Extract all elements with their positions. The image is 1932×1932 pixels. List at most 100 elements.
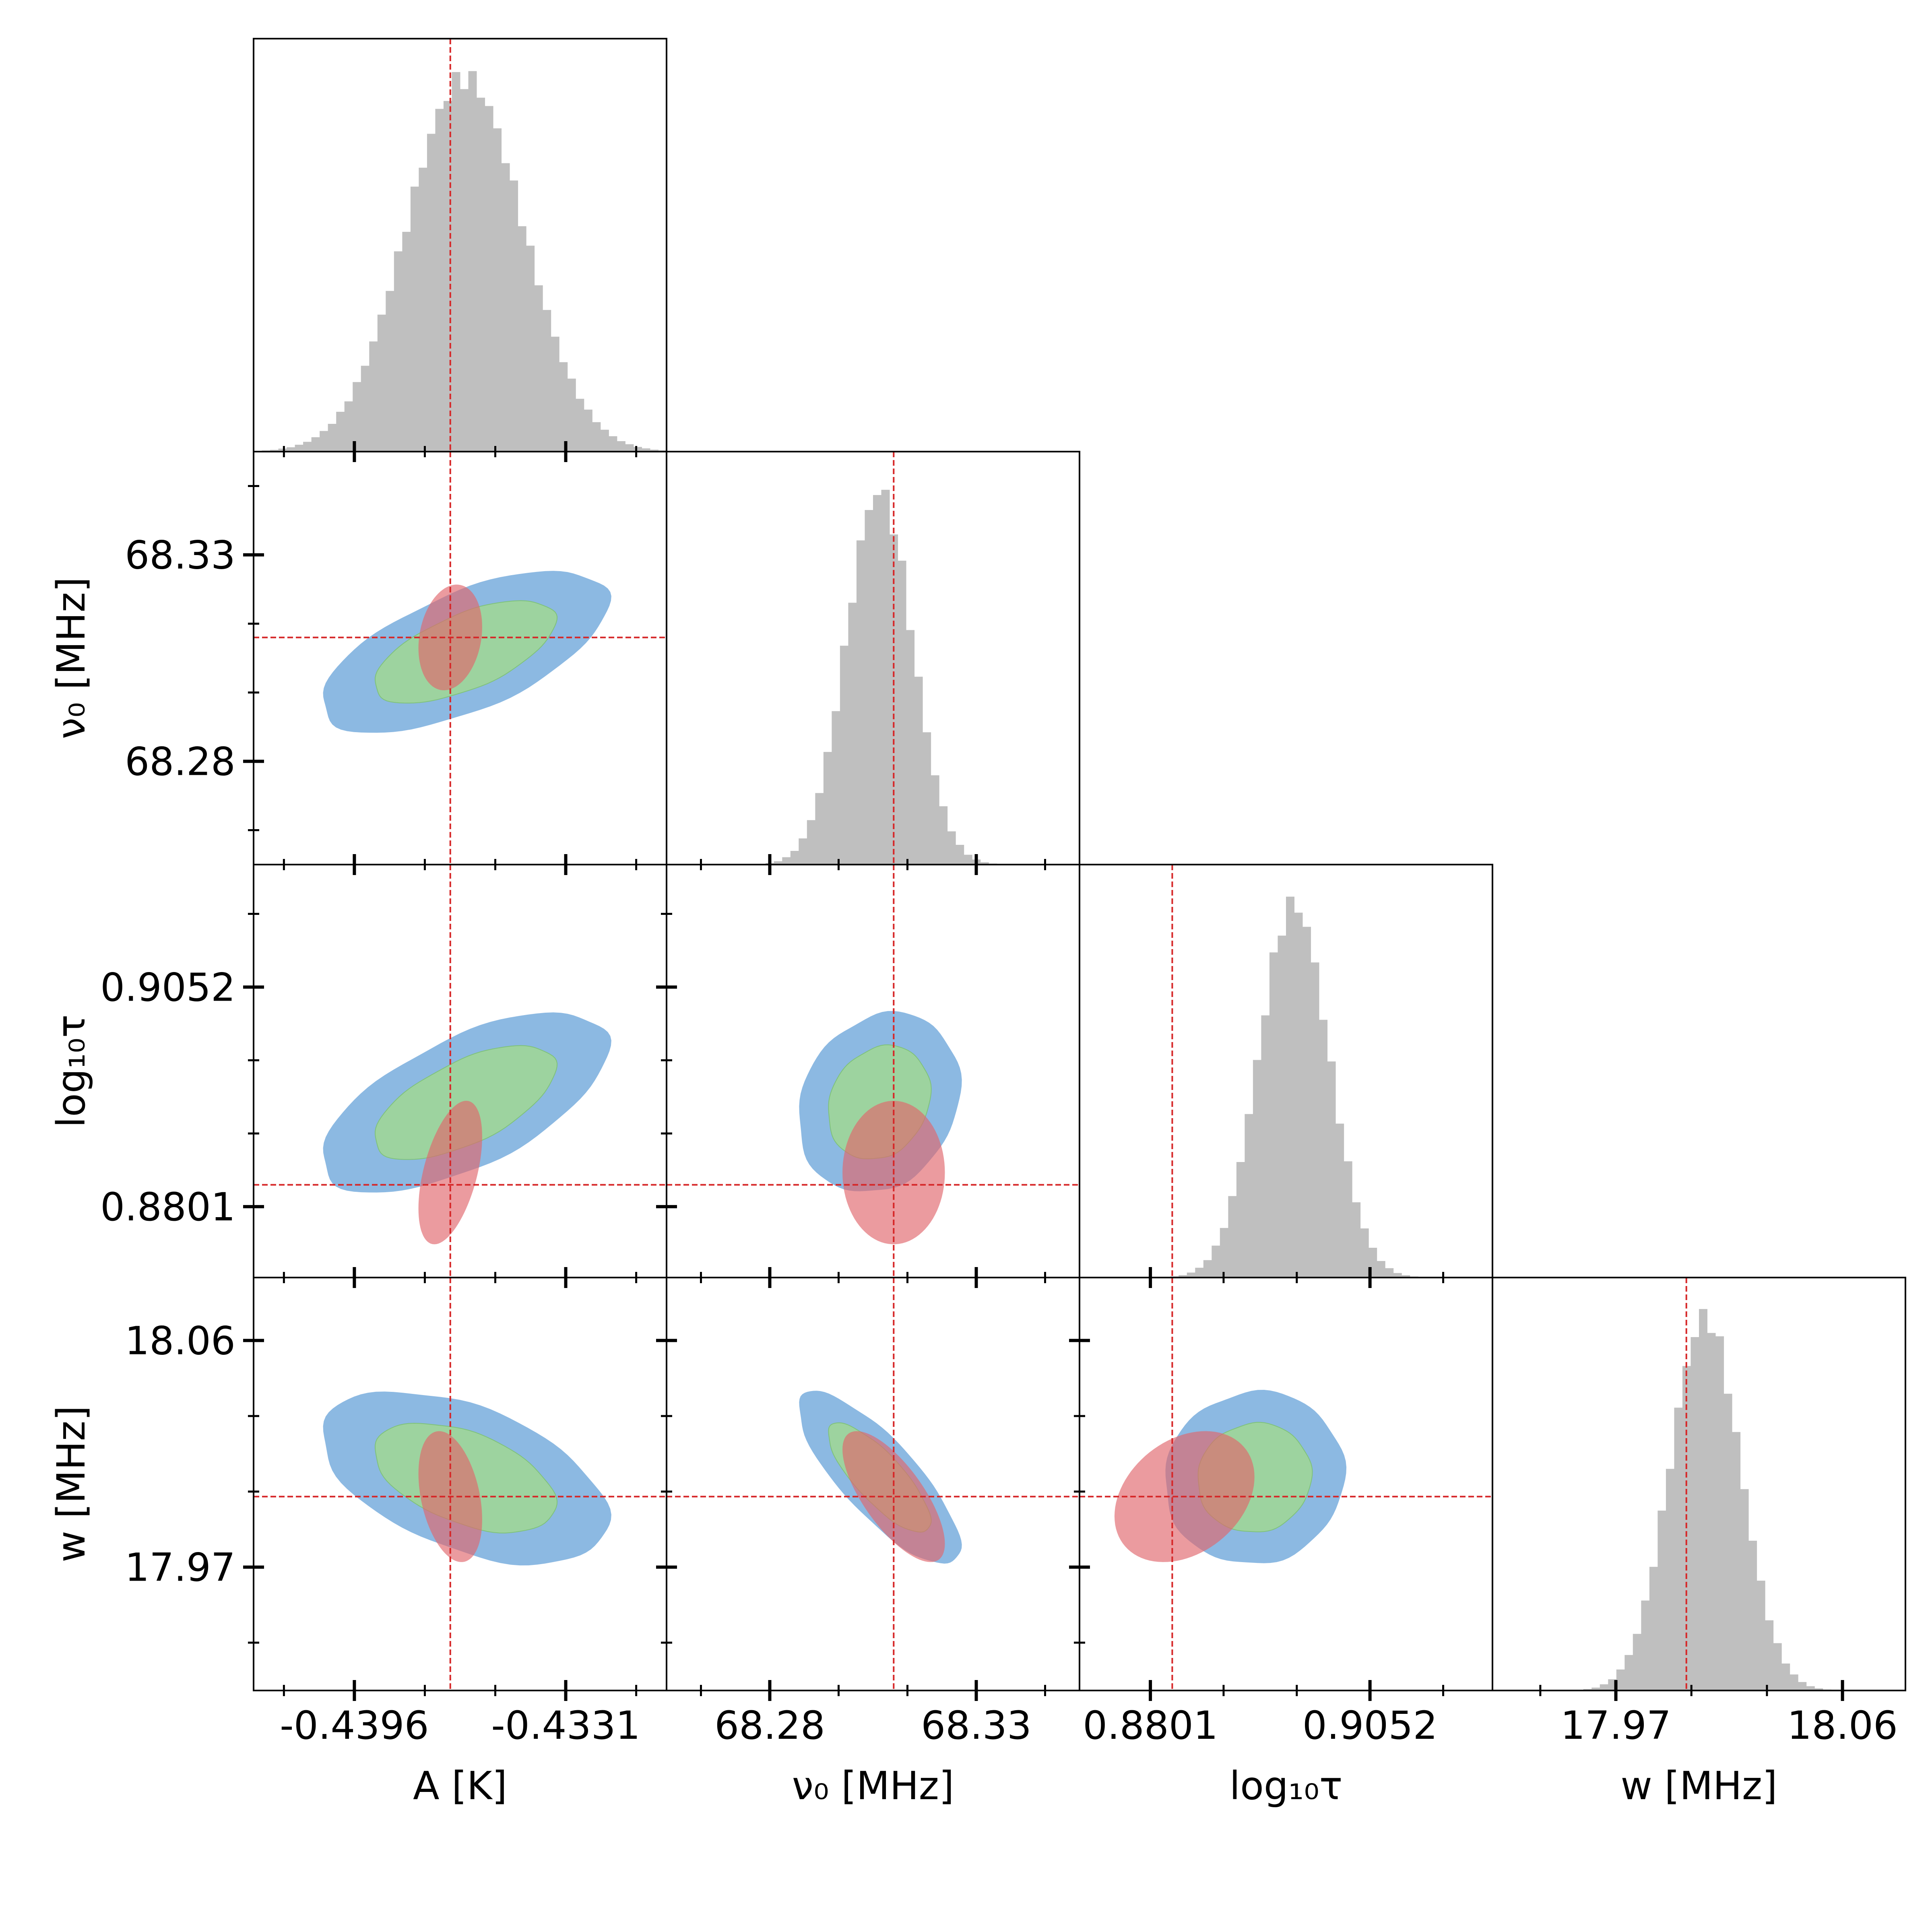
histogram-bar <box>1352 1202 1361 1278</box>
histogram-bar <box>840 646 848 865</box>
histogram-bar <box>485 106 493 452</box>
histogram-bar <box>1294 912 1303 1278</box>
histogram-bar <box>823 752 832 865</box>
histogram-bar <box>790 851 799 865</box>
contour-panel-nu0-log10tau <box>656 864 1080 1288</box>
histogram-panel-nu0 <box>666 451 1080 875</box>
histogram-bar <box>1732 1432 1741 1690</box>
histogram-bar <box>1335 1123 1344 1278</box>
histogram-bar <box>477 97 485 452</box>
histogram-bar <box>1203 1260 1212 1278</box>
histogram-bar <box>848 603 857 865</box>
histogram-bar <box>501 163 510 452</box>
y-tick-label: 0.9052 <box>100 965 235 1010</box>
histogram-bar <box>543 310 551 452</box>
histogram-bar <box>278 448 287 452</box>
histogram-bar <box>1740 1489 1749 1690</box>
histogram-panel-w <box>1492 1277 1906 1701</box>
contour-panel-A-log10tau <box>243 864 667 1288</box>
histogram-bar <box>576 398 584 452</box>
histogram-bar <box>1600 1684 1608 1690</box>
x-axis-label-log10tau: log₁₀τ <box>1229 1763 1342 1808</box>
histogram-bar <box>1212 1245 1220 1278</box>
histogram-bar <box>1187 1272 1195 1278</box>
histogram-bar <box>1690 1337 1699 1690</box>
contour-panel-log10tau-w <box>1069 1277 1493 1701</box>
panel-content <box>254 865 667 1278</box>
histogram-bar <box>1666 1469 1674 1690</box>
x-tick-label: 0.9052 <box>1302 1703 1438 1748</box>
histogram-bar <box>402 231 411 452</box>
panel-content <box>1575 1278 1840 1690</box>
x-tick-label: 18.06 <box>1787 1703 1898 1748</box>
histogram-bar <box>1641 1600 1650 1690</box>
histogram-bar <box>1236 1162 1245 1278</box>
histogram-bar <box>1253 1060 1261 1278</box>
histogram-bar <box>600 429 609 452</box>
histogram-bar <box>906 630 915 865</box>
histogram-bar <box>295 444 303 452</box>
histogram-bar <box>832 711 840 865</box>
x-tick-label: -0.4331 <box>491 1703 640 1748</box>
histogram-bar <box>947 831 956 865</box>
histogram-bar <box>336 412 345 452</box>
histogram-bar <box>1781 1663 1790 1690</box>
histogram-bar <box>923 732 931 865</box>
histogram-bar <box>642 448 650 452</box>
histogram-bar <box>460 89 469 452</box>
histogram-bar <box>1806 1686 1815 1690</box>
histogram-bar <box>1278 935 1286 1278</box>
histogram-bar <box>270 450 279 452</box>
histogram-bar <box>1269 952 1278 1278</box>
histogram-bar <box>815 793 824 865</box>
histogram-bar <box>1649 1567 1658 1690</box>
histogram-bar <box>1798 1682 1807 1690</box>
histogram-bar <box>361 365 369 452</box>
histogram-bar <box>427 134 436 452</box>
panel-content <box>1080 1278 1492 1690</box>
histogram-bar <box>353 382 361 452</box>
histogram-bar <box>1699 1309 1708 1690</box>
x-tick-label: 68.33 <box>921 1703 1032 1748</box>
histogram-bar <box>1360 1228 1369 1278</box>
x-axis-label-nu0: ν₀ [MHz] <box>792 1763 954 1808</box>
histogram-bar <box>799 838 807 865</box>
histogram-bar <box>493 128 502 452</box>
panel-content <box>254 39 667 452</box>
histogram-bar <box>369 341 378 452</box>
histogram-bar <box>774 861 782 865</box>
histogram-bar <box>1591 1687 1600 1690</box>
histogram-bar <box>1657 1511 1666 1690</box>
x-tick-label: 68.28 <box>714 1703 825 1748</box>
histogram-panel-log10tau <box>1079 864 1493 1288</box>
panel-content <box>667 1278 1080 1690</box>
histogram-bar <box>931 775 939 865</box>
histogram-bar <box>1327 1061 1336 1278</box>
prior-ellipse <box>842 1431 945 1562</box>
histogram-bar <box>1245 1114 1253 1278</box>
histogram-bar <box>1757 1581 1765 1690</box>
histogram-bar <box>865 510 873 865</box>
panel-content <box>667 865 1080 1278</box>
panel-content <box>1162 865 1427 1278</box>
histogram-bar <box>1393 1273 1402 1278</box>
histogram-bar <box>1765 1620 1774 1690</box>
histogram-bar <box>435 109 444 452</box>
histogram-bar <box>1319 1020 1328 1278</box>
panel-content <box>254 452 667 865</box>
histogram-bar <box>311 437 320 452</box>
histogram-bar <box>567 378 576 452</box>
histogram-bar <box>1195 1267 1204 1278</box>
histogram-bar <box>551 336 559 452</box>
y-tick-label: 18.06 <box>125 1318 235 1363</box>
y-tick-label: 17.97 <box>125 1545 235 1590</box>
histogram-bar <box>873 495 882 865</box>
histogram-bar <box>1748 1540 1757 1690</box>
histogram-bar <box>526 246 535 452</box>
histogram-bar <box>633 447 642 452</box>
histogram-bar <box>303 442 312 452</box>
histogram-bar <box>452 72 460 452</box>
histogram-bar <box>328 424 336 452</box>
